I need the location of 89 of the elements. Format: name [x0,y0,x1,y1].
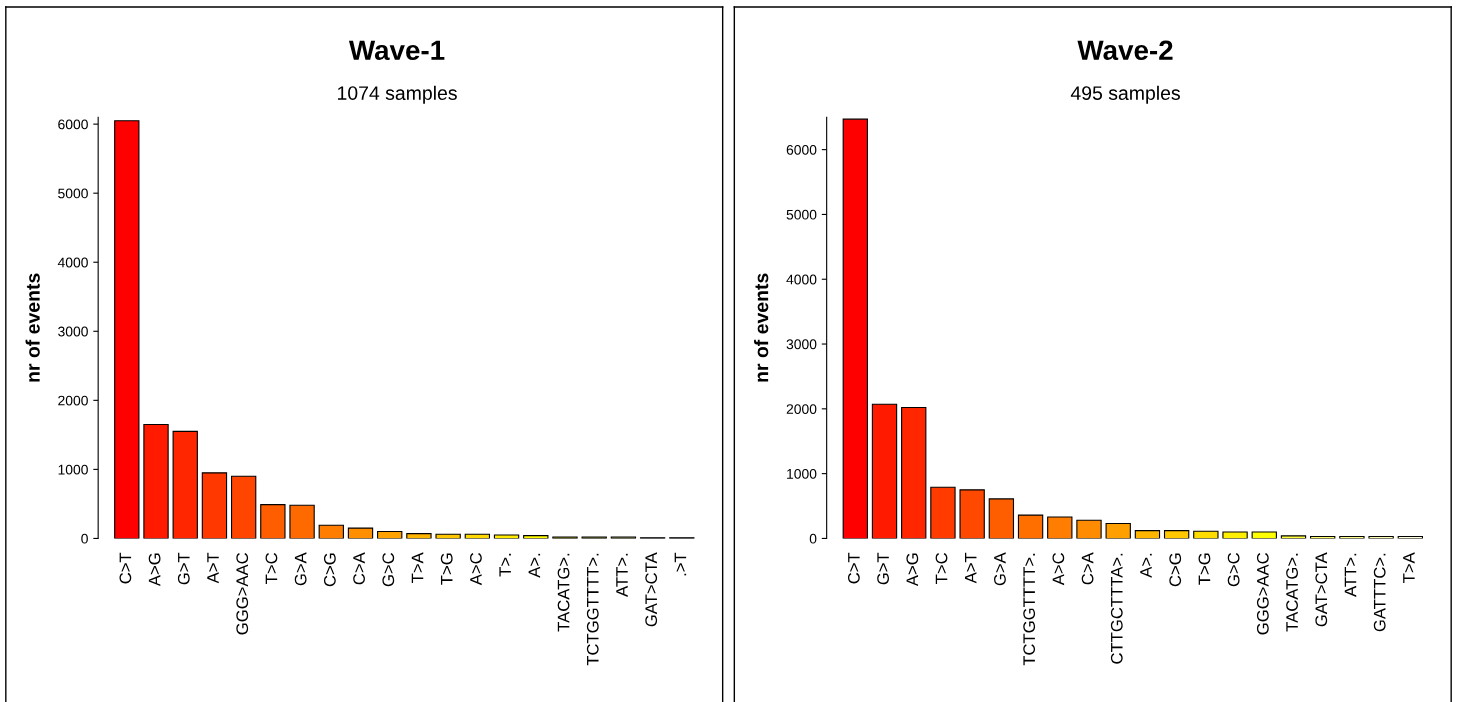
x-tick-label: GAT>CTA [645,552,658,627]
bar [523,535,549,539]
bar [201,472,228,539]
x-tick-label: A>T [964,552,977,584]
x-tick-label: C>A [353,552,365,585]
bar [1163,530,1190,539]
x-tick-label: ATT>. [616,553,628,597]
bar [959,489,985,539]
chart-subtitle: 495 samples [1070,85,1180,104]
x-tick-label: T>A [411,552,424,583]
x-tick-label: G>C [382,552,395,587]
bar [871,403,898,539]
bar [1017,514,1044,539]
x-tick-label: TACATG>. [1286,553,1298,632]
bar [1193,530,1219,539]
x-tick-label: GATTTC>. [1373,553,1386,632]
x-tick-label: GGG>AAC [1256,552,1269,635]
x-tick-label: A>. [1140,553,1152,578]
x-tick-label: T>. [499,553,511,577]
y-tick-label: 4000 [786,274,817,285]
y-tick-label: 5000 [786,209,817,220]
x-tick-label: TCTGGTTTT>. [1023,553,1036,666]
x-tick-label: A>G [906,553,919,587]
x-tick-label: A>. [528,553,541,578]
bar [143,423,169,539]
bar [347,527,374,539]
y-tick-label: 0 [809,533,817,544]
y-axis-title: nr of events [754,273,769,382]
bar [172,430,198,539]
bar [260,504,286,539]
x-tick-label: C>G [1169,553,1182,587]
bar [289,504,315,539]
x-tick-label: TCTGGTTTT>. [586,553,599,666]
x-tick-label: G>C [1227,552,1240,587]
bar [988,498,1015,539]
x-tick-label: .>T [674,552,687,576]
x-tick-label: A>C [1052,552,1065,586]
bar [114,120,140,539]
y-tick-label: 3000 [58,326,88,337]
x-tick-label: T>G [440,553,453,585]
x-tick-label: CTTGCTTTA>. [1110,553,1123,664]
bar [406,533,432,539]
bar [377,530,403,539]
bar [1076,519,1102,539]
y-tick-label: 6000 [58,119,88,130]
x-tick-label: GAT>CTA [1315,552,1328,627]
y-tick-label: 6000 [786,144,817,155]
x-tick-label: C>G [323,553,336,587]
y-tick-label: 1000 [787,468,817,479]
y-tick-label: 2000 [58,395,88,406]
y-tick-label: 2000 [786,404,817,414]
x-tick-label: G>A [294,552,307,586]
bar [1222,531,1248,539]
x-tick-label: T>C [265,552,278,584]
bar [1047,516,1073,539]
x-tick-label: ATT>. [1344,553,1357,597]
x-tick-label: C>T [119,552,132,584]
x-tick-label: A>T [207,552,219,584]
bar [1134,530,1161,539]
bar [318,524,344,539]
bar [1251,531,1277,539]
x-tick-label: T>C [935,552,948,584]
bar [901,406,927,539]
y-axis-title: nr of events [25,273,40,382]
x-tick-label: A>G [148,553,161,587]
bar [230,475,257,539]
bar [1280,535,1307,539]
chart-subtitle: 1074 samples [337,85,457,104]
x-tick-label: T>A [1403,552,1415,583]
x-tick-label: A>C [470,552,482,586]
y-tick-label: 3000 [786,339,817,350]
y-tick-label: 5000 [58,188,88,199]
x-tick-label: C>A [1081,552,1094,585]
bar [1105,522,1131,539]
bar [842,118,868,539]
y-tick-label: 4000 [57,257,88,268]
y-tick-label: 0 [81,533,88,544]
x-tick-label: G>T [877,552,889,585]
x-tick-label: G>T [177,552,190,585]
bar [930,486,956,539]
bar [493,534,520,539]
x-tick-label: TACATG>. [557,553,570,632]
x-tick-label: T>G [1198,553,1211,585]
x-tick-label: GGG>AAC [236,552,249,635]
y-tick-label: 1000 [58,464,88,475]
chart-title: Wave-1 [348,40,445,61]
chart-title: Wave-2 [1077,40,1173,61]
x-tick-label: C>T [847,552,860,584]
x-tick-label: G>A [994,552,1006,586]
